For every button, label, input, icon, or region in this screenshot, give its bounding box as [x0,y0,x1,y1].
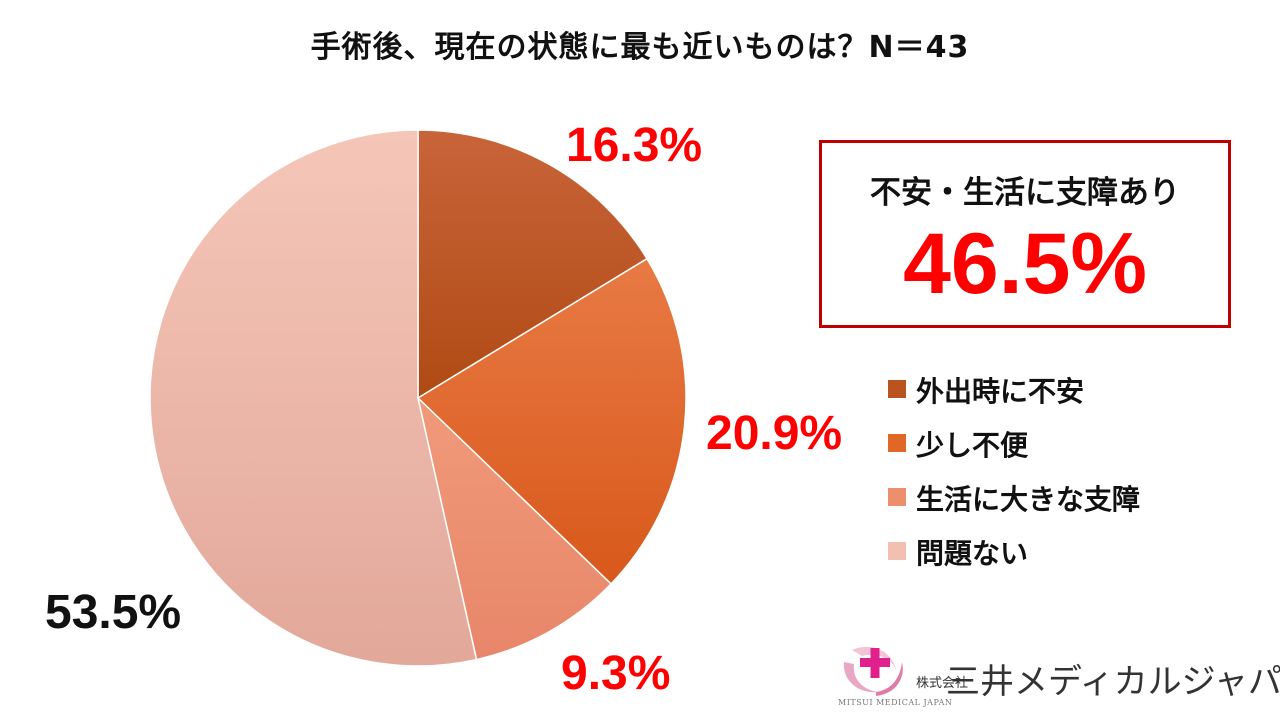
legend-label: 少し不便 [916,429,1029,462]
pie-slice-no-problem [149,129,478,667]
logo-kabushiki: 株式会社 [916,675,969,691]
legend-label: 生活に大きな支障 [916,483,1141,516]
data-label-major-hindrance: 9.3% [561,647,671,700]
data-label-slightly-inconvenient: 20.9% [706,407,843,460]
pie-slice-outing-anxiety [417,129,648,400]
logo-subtext: MITSUI MEDICAL JAPAN [838,698,953,707]
legend-swatch [888,488,906,506]
legend-swatch [888,434,906,452]
legend-swatch [888,542,906,560]
logo-cross-icon [843,646,903,696]
company-logo: 株式会社三井メディカルジャパン MITSUI MEDICAL JAPAN [836,640,1280,714]
logo-company-name: 三井メディカルジャパン [946,662,1280,702]
chart-title: 手術後、現在の状態に最も近いものは？N＝43 [310,30,970,65]
callout-label: 不安・生活に支障あり [870,175,1180,211]
legend-swatch [888,380,906,398]
summary-callout-box: 不安・生活に支障あり 46.5% [819,140,1231,328]
legend-label: 外出時に不安 [916,375,1085,408]
pie-slice-slightly-inconvenient [416,257,687,585]
legend-label: 問題ない [916,537,1029,570]
data-label-outing-anxiety: 16.3% [566,119,703,172]
callout-value: 46.5% [903,216,1147,312]
pie-slice-major-hindrance [416,395,613,661]
data-label-no-problem: 53.5% [45,586,182,639]
